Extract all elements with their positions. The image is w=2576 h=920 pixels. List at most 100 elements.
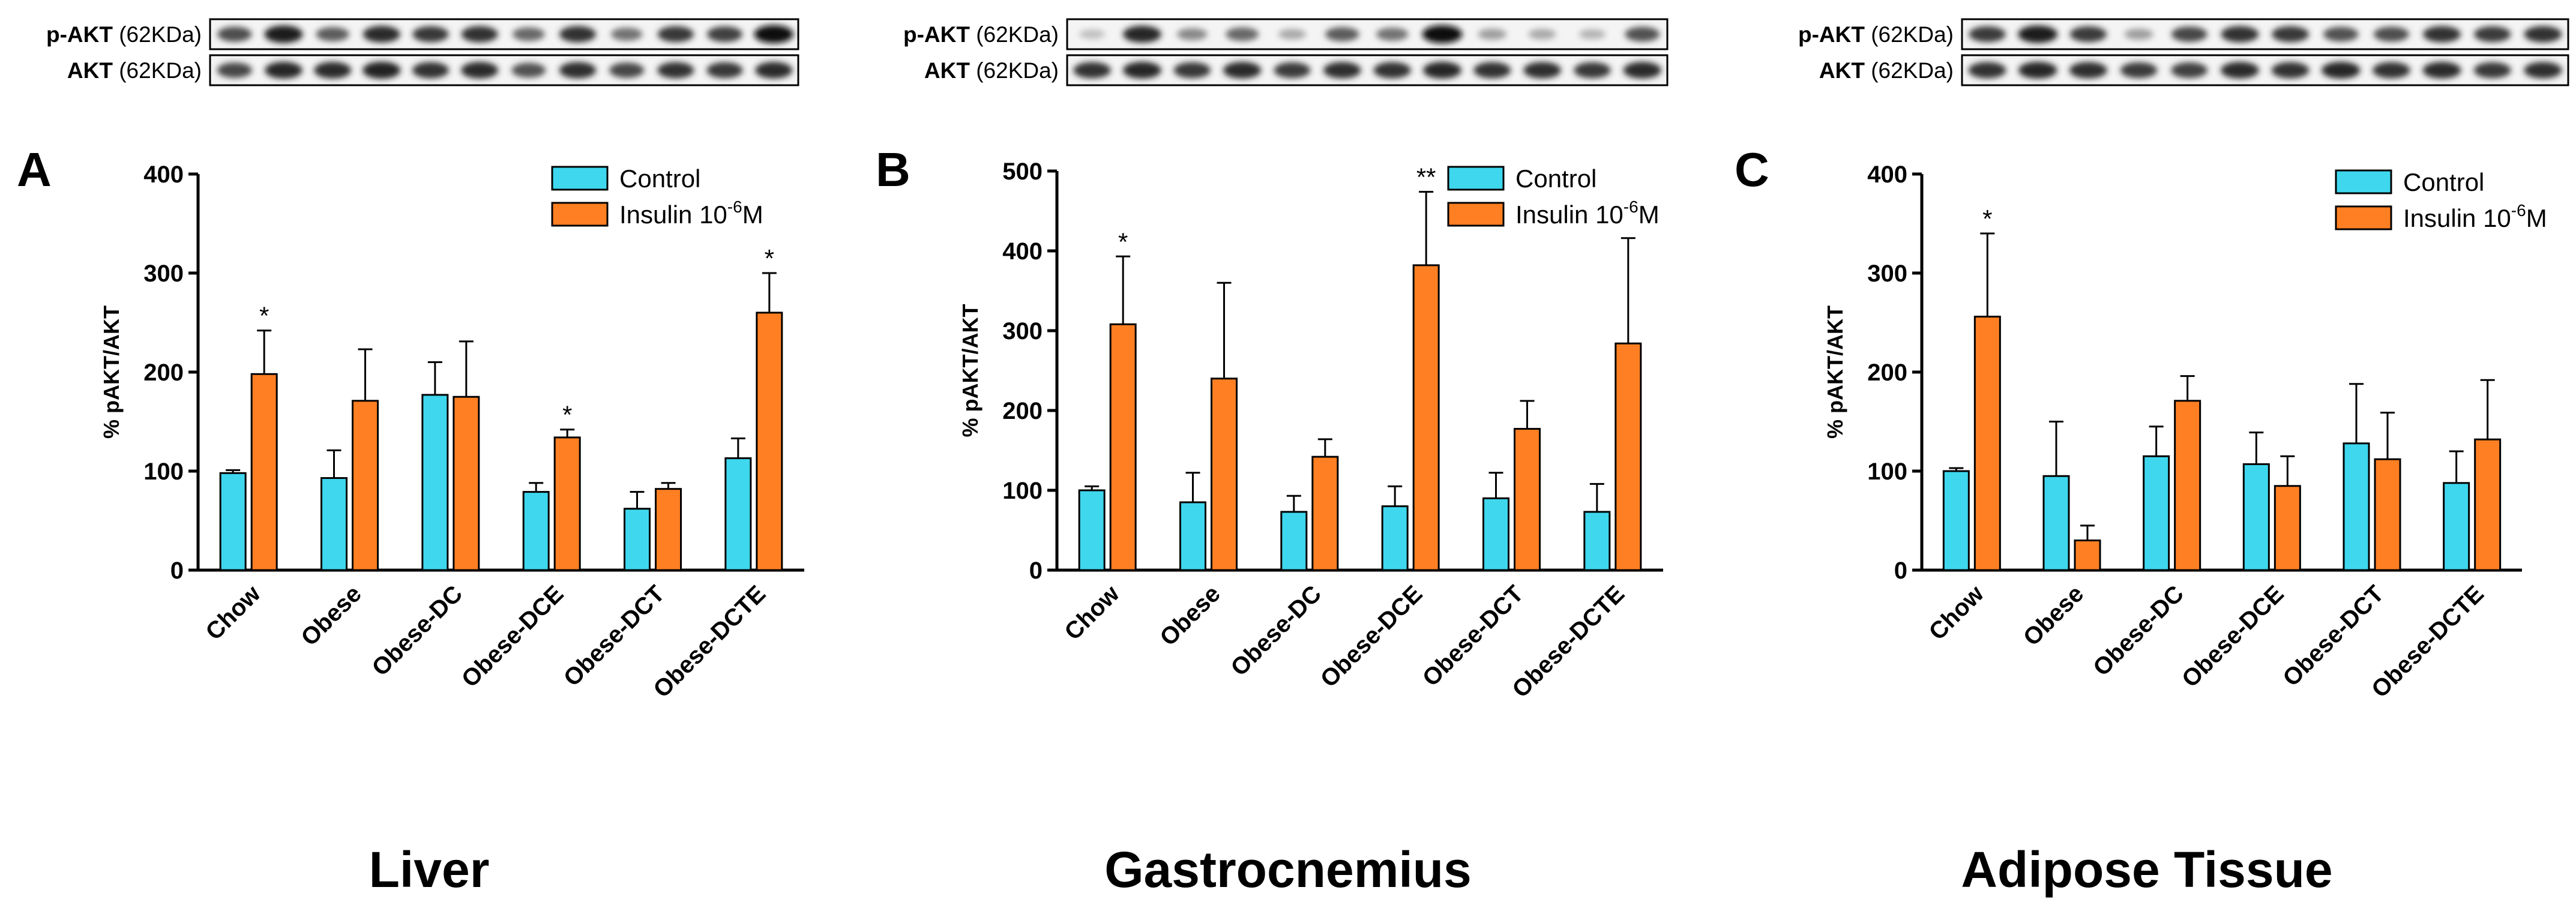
bar-control bbox=[2242, 463, 2270, 571]
bar-control bbox=[522, 491, 550, 571]
blot-band bbox=[264, 25, 303, 43]
bar-insulin bbox=[2174, 400, 2201, 571]
bar-control bbox=[1482, 497, 1509, 571]
category-label: Obese-DCE bbox=[2177, 580, 2289, 693]
y-tick-label: 100 bbox=[1002, 478, 1043, 504]
blot-label-pakt: p-AKT (62KDa) bbox=[1798, 22, 1954, 47]
category-label: Obese-DCT bbox=[1418, 580, 1529, 691]
blot-band bbox=[1274, 62, 1311, 79]
bar-insulin bbox=[250, 373, 278, 571]
blot-band bbox=[706, 26, 743, 43]
blot-band bbox=[1323, 62, 1361, 79]
blot-band bbox=[1325, 27, 1359, 41]
blot-band bbox=[316, 27, 349, 41]
blot-band bbox=[706, 62, 743, 79]
blot-band bbox=[2171, 26, 2207, 42]
blot-band bbox=[2018, 61, 2057, 79]
blot-band bbox=[1123, 25, 1161, 43]
legend-label-control: Control bbox=[1515, 164, 1596, 193]
blot-band bbox=[1223, 62, 1262, 79]
blot-band bbox=[1376, 27, 1409, 41]
blot-band bbox=[1073, 62, 1111, 79]
category-label: Obese bbox=[296, 580, 367, 651]
y-axis-label: % pAKT/AKT bbox=[958, 304, 983, 437]
bar-control bbox=[421, 394, 449, 571]
significance-marker: ** bbox=[1416, 163, 1436, 191]
significance-marker: * bbox=[562, 401, 572, 429]
blot-band bbox=[2069, 62, 2108, 79]
blot-band bbox=[657, 26, 694, 43]
blot-band bbox=[412, 26, 449, 43]
blot-band bbox=[2524, 62, 2562, 79]
blot-band bbox=[559, 62, 597, 79]
blot-band bbox=[1625, 26, 1660, 42]
bar-insulin bbox=[1514, 428, 1541, 571]
bar-insulin bbox=[453, 395, 480, 571]
category-label: Obese-DCT bbox=[2278, 580, 2389, 691]
blot-band bbox=[217, 62, 252, 78]
blot-label-pakt: p-AKT (62KDa) bbox=[46, 22, 202, 47]
y-tick-label: 200 bbox=[1002, 398, 1043, 424]
significance-marker: * bbox=[1118, 227, 1128, 256]
blot-band bbox=[2422, 62, 2461, 79]
blot-band bbox=[314, 62, 352, 79]
blot-band bbox=[2018, 25, 2058, 43]
y-tick-label: 300 bbox=[143, 260, 184, 287]
y-tick-label: 400 bbox=[1867, 161, 1907, 188]
legend-label-insulin: Insulin 10-6M bbox=[619, 197, 763, 229]
western-blot-liver: p-AKT (62KDa) AKT (62KDa) bbox=[46, 18, 799, 86]
legend-swatch-insulin bbox=[551, 202, 609, 227]
blot-label-akt: AKT (62KDa) bbox=[67, 58, 202, 83]
blot-band bbox=[754, 25, 793, 43]
category-label: Obese-DC bbox=[2088, 580, 2189, 681]
blot-band bbox=[1478, 28, 1507, 40]
blot-band bbox=[1528, 29, 1556, 40]
legend-label-insulin: Insulin 10-6M bbox=[2403, 201, 2547, 232]
bar-insulin bbox=[352, 400, 379, 571]
blot-band bbox=[1177, 28, 1208, 41]
y-tick-label: 200 bbox=[143, 359, 184, 386]
bar-insulin bbox=[2074, 540, 2101, 571]
blot-band bbox=[2124, 28, 2153, 40]
blot-band bbox=[2524, 26, 2562, 43]
category-label: Obese-DCE bbox=[1316, 580, 1428, 693]
blot-strip bbox=[1961, 54, 2569, 86]
western-blot-adipose: p-AKT (62KDa) AKT (62KDa) bbox=[1798, 18, 2569, 86]
bar-insulin bbox=[1311, 455, 1339, 571]
bar-insulin bbox=[2274, 485, 2301, 571]
blot-label-akt: AKT (62KDa) bbox=[924, 58, 1059, 83]
blot-band bbox=[1473, 62, 1511, 79]
blot-band bbox=[217, 26, 252, 42]
legend-label-control: Control bbox=[619, 164, 700, 193]
blot-band bbox=[2272, 26, 2310, 43]
category-label: Obese bbox=[2018, 580, 2089, 651]
bar-control bbox=[2143, 455, 2170, 571]
blot-band bbox=[2221, 62, 2259, 79]
y-tick-label: 0 bbox=[170, 558, 184, 584]
blot-band bbox=[512, 27, 545, 41]
blot-label-pakt: p-AKT (62KDa) bbox=[903, 22, 1059, 47]
blot-strip bbox=[1066, 54, 1669, 86]
blot-band bbox=[1523, 62, 1561, 79]
bar-insulin bbox=[655, 488, 682, 571]
bar-control bbox=[1583, 511, 1611, 571]
blot-band bbox=[412, 62, 450, 79]
y-tick-label: 100 bbox=[1867, 458, 1907, 485]
blot-band bbox=[1968, 62, 2006, 79]
blot-band bbox=[363, 61, 401, 79]
panel-letter: B bbox=[876, 143, 910, 196]
bar-insulin bbox=[2374, 458, 2401, 571]
blot-band bbox=[1226, 27, 1259, 41]
category-label: Chow bbox=[1059, 580, 1125, 646]
bar-insulin bbox=[756, 311, 783, 571]
y-tick-label: 0 bbox=[1029, 558, 1043, 584]
bar-control bbox=[1280, 511, 1308, 571]
y-tick-label: 500 bbox=[1002, 158, 1043, 185]
blot-band bbox=[1422, 25, 1463, 43]
blot-band bbox=[2120, 62, 2158, 79]
y-tick-label: 400 bbox=[1002, 238, 1043, 265]
bar-insulin bbox=[1973, 316, 2001, 571]
tissue-title: Gastrocnemius bbox=[1104, 841, 1472, 898]
legend-swatch-control bbox=[551, 166, 609, 191]
